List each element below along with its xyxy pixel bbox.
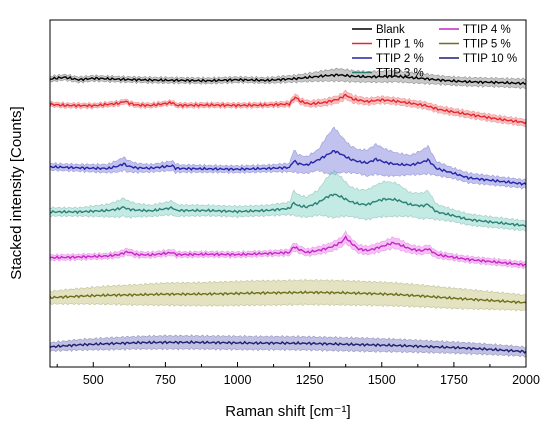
legend-label: TTIP 5 % [463, 39, 511, 51]
x-tick-label: 1750 [440, 373, 468, 387]
x-tick-label: 2000 [512, 373, 540, 387]
legend-item-ttip-10: TTIP 10 % [439, 53, 517, 65]
x-tick-label: 1000 [224, 373, 252, 387]
line-ttip-2 [49, 149, 527, 186]
x-tick-label: 500 [83, 373, 104, 387]
x-tick-label: 1250 [296, 373, 324, 387]
legend-item-ttip-4: TTIP 4 % [439, 24, 511, 36]
band-ttip-2 [49, 126, 527, 190]
x-tick-label: 750 [155, 373, 176, 387]
y-axis-label: Stacked intensity [Counts] [8, 106, 25, 279]
legend-item-ttip-2: TTIP 2 % [352, 53, 424, 65]
line-ttip-1 [49, 93, 527, 125]
legend-item-ttip-3: TTIP 3 % [352, 68, 424, 80]
plot-frame [49, 19, 527, 368]
x-axis: 500 750 1000 1250 1500 1750 2000 [56, 362, 540, 387]
line-ttip-10 [49, 340, 527, 354]
band-ttip-1 [49, 90, 527, 128]
line-ttip-3 [49, 193, 527, 228]
legend: Blank TTIP 1 % TTIP 2 % TTIP 3 % TTIP 4 % TTI… [352, 24, 517, 80]
legend-label: TTIP 1 % [376, 39, 424, 51]
legend-label: TTIP 4 % [463, 24, 511, 36]
legend-label: Blank [376, 24, 405, 36]
line-ttip-4 [49, 235, 527, 267]
legend-item-ttip-1: TTIP 1 % [352, 39, 424, 51]
band-ttip-4 [49, 230, 527, 270]
legend-label: TTIP 10 % [463, 53, 517, 65]
band-ttip-3 [49, 170, 527, 233]
line-blank [49, 73, 527, 86]
band-ttip-10 [49, 334, 527, 358]
x-tick-label: 1500 [368, 373, 396, 387]
legend-label: TTIP 2 % [376, 53, 424, 65]
mean-spectra [49, 73, 527, 354]
line-ttip-5 [49, 290, 527, 305]
legend-label: TTIP 3 % [376, 68, 424, 80]
legend-item-blank: Blank [352, 24, 405, 36]
error-bands [49, 67, 527, 358]
legend-item-ttip-5: TTIP 5 % [439, 39, 511, 51]
x-axis-label: Raman shift [cm⁻¹] [225, 403, 350, 420]
